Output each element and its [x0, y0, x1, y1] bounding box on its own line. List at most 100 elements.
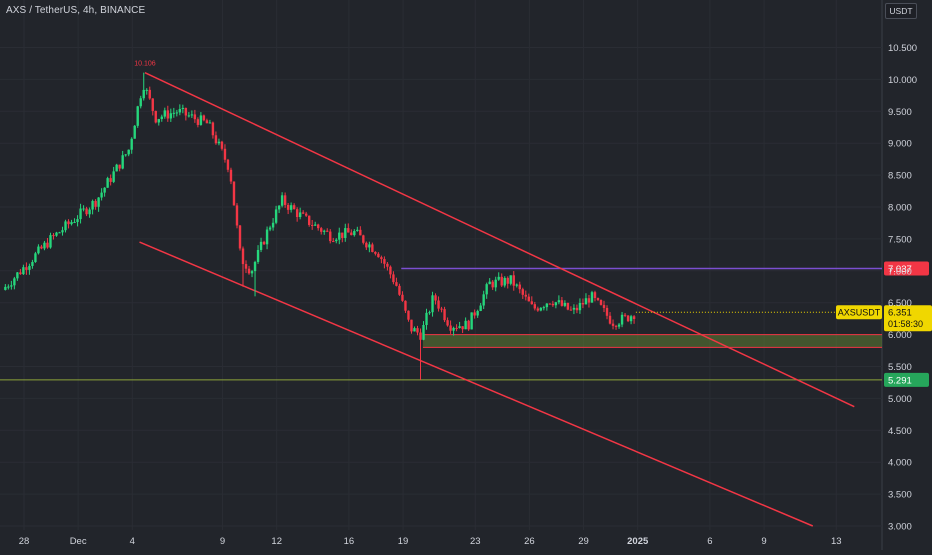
price-axis[interactable]: 10.500 10.000 9.500 9.000 8.500 8.000 7.500 7.0…: [888, 43, 917, 533]
candle-body: [46, 242, 49, 248]
candle-body: [25, 267, 28, 270]
currency-badge[interactable]: USDT: [885, 3, 917, 19]
candle-body: [178, 109, 182, 113]
candle-body: [428, 312, 431, 314]
candle-body: [253, 261, 257, 272]
candle-body: [578, 302, 582, 311]
candle-body: [64, 221, 67, 231]
candle-body: [347, 228, 350, 233]
y-tick-label: 9.500: [888, 107, 912, 118]
candle-body: [19, 272, 22, 275]
candle-body: [76, 219, 79, 223]
candle-body: [310, 224, 314, 226]
candle-body: [91, 200, 94, 210]
lower-trendline: [139, 241, 814, 527]
y-tick-label: 3.000: [888, 522, 912, 533]
candle-body: [338, 232, 341, 240]
candle-body: [163, 110, 166, 117]
candle-body: [10, 285, 13, 287]
y-tick-label: 7.000: [888, 266, 912, 277]
candle-body: [437, 300, 440, 309]
candle-body: [199, 115, 203, 125]
candle-body: [521, 289, 524, 295]
candle-body: [326, 230, 329, 232]
candle-body: [190, 114, 194, 116]
candle-body: [455, 327, 458, 329]
candle-body: [602, 304, 606, 308]
chart-title: AXS / TetherUS, 4h, BINANCE: [6, 5, 146, 16]
candle-body: [274, 209, 278, 223]
levels-layer: [0, 267, 882, 381]
support-price-label-bg: [884, 372, 929, 387]
time-axis[interactable]: 28 Dec 4 9 12 16 19 23 26 29 2025 6 9 13: [19, 536, 842, 547]
candle-body: [554, 302, 558, 306]
candle-body: [617, 324, 621, 327]
candle-body: [187, 115, 191, 117]
candle-body: [539, 307, 543, 311]
candle-body: [581, 302, 585, 305]
candle-body: [136, 106, 139, 126]
high-price-label: 10.106: [134, 61, 156, 68]
candle-body: [28, 265, 31, 270]
candle-body: [73, 222, 76, 224]
candle-body: [82, 208, 85, 210]
candle-body: [461, 326, 464, 330]
candle-body: [344, 228, 347, 238]
candle-body: [533, 304, 537, 309]
candle-body: [494, 279, 497, 288]
candle-body: [374, 251, 377, 254]
candle-body: [271, 222, 275, 228]
candle-body: [488, 281, 491, 285]
candle-body: [292, 205, 296, 210]
candle-body: [88, 209, 91, 215]
candle-body: [398, 285, 401, 295]
candle-body: [244, 264, 248, 269]
candle-body: [61, 230, 64, 233]
candle-body: [605, 307, 609, 316]
candle-body: [259, 241, 263, 250]
candle-body: [202, 115, 206, 121]
candle-body: [410, 319, 413, 332]
y-tick-label: 5.500: [888, 362, 912, 373]
candle-body: [103, 187, 106, 193]
x-tick-label: 26: [524, 536, 535, 547]
candle-body: [265, 229, 269, 245]
candle-body: [250, 271, 254, 274]
candle-body: [22, 267, 25, 275]
x-tick-label: 2025: [627, 536, 649, 547]
candle-body: [542, 307, 546, 309]
candle-body: [497, 276, 500, 280]
grid-lines: [0, 0, 882, 530]
candle-body: [587, 298, 591, 303]
candle-body: [166, 110, 169, 119]
candle-body: [464, 320, 467, 330]
candle-body: [383, 259, 386, 264]
candle-body: [530, 301, 534, 305]
candle-body: [584, 298, 588, 305]
candle-body: [416, 328, 419, 333]
candle-body: [572, 307, 576, 310]
candle-body: [395, 282, 398, 286]
candle-body: [172, 112, 176, 114]
candle-body: [536, 308, 540, 311]
x-tick-label: 9: [761, 536, 766, 547]
last-price-bg: [884, 305, 932, 332]
candle-body: [295, 209, 299, 218]
candle-body: [563, 302, 567, 306]
candle-body: [238, 225, 242, 249]
y-tick-label: 8.000: [888, 203, 912, 214]
candle-body: [458, 326, 461, 329]
candle-body: [575, 307, 579, 311]
candle-body: [223, 148, 227, 160]
x-tick-label: 23: [470, 536, 481, 547]
candle-body: [359, 229, 362, 236]
candle-body: [181, 107, 185, 110]
candle-body: [518, 284, 521, 290]
candle-body: [392, 274, 395, 283]
candle-body: [629, 316, 633, 322]
candle-body: [154, 110, 157, 123]
candle-body: [118, 164, 121, 169]
